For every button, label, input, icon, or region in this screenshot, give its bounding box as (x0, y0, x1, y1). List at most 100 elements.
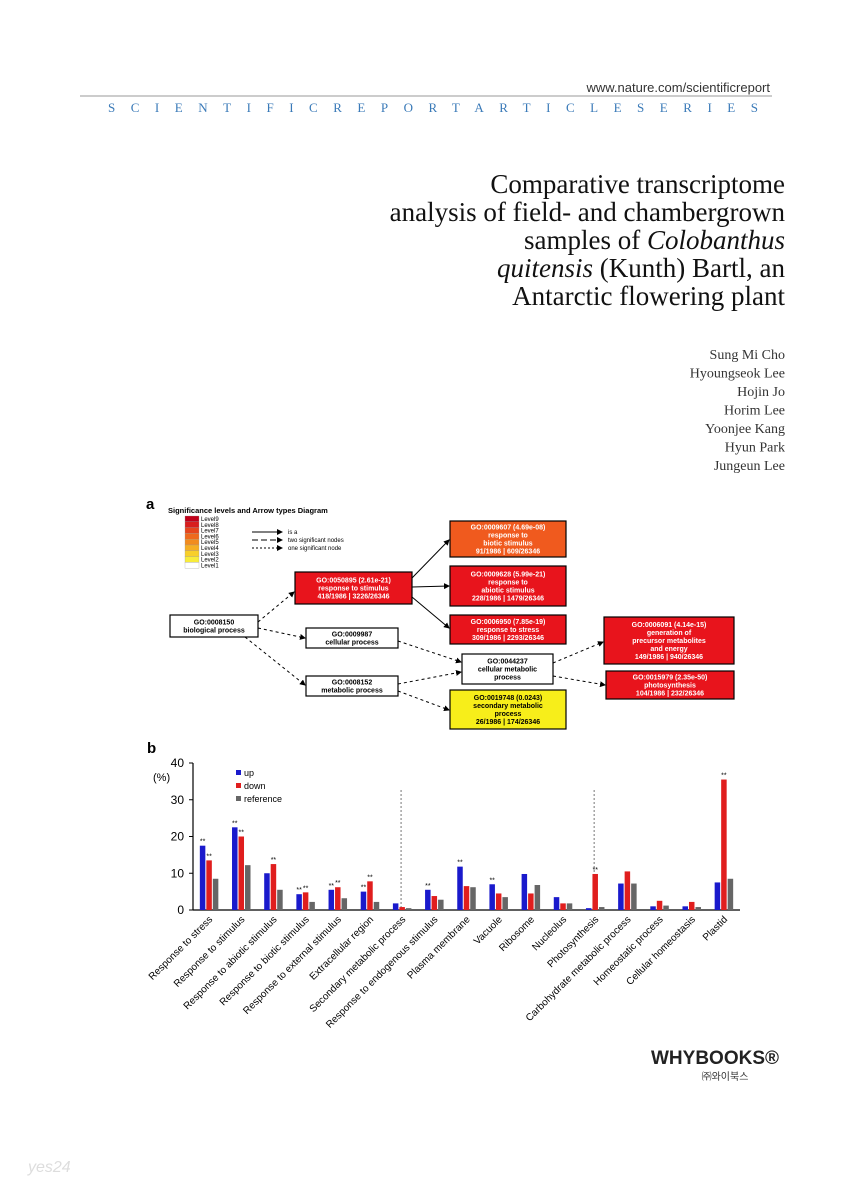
significance-mark: ** (232, 820, 238, 827)
author: Yoonjee Kang (705, 422, 785, 437)
bar (199, 845, 206, 910)
significance-mark: ** (489, 877, 495, 884)
bar (438, 899, 444, 910)
node: GO:0050895 (2.61e-21)response to stimulu… (294, 571, 413, 605)
significance-mark: ** (271, 857, 277, 864)
legend-title: Significance levels and Arrow types Diag… (168, 506, 328, 515)
node-text: process (495, 711, 522, 718)
level-label: Level2 (201, 558, 219, 564)
bar (727, 878, 734, 910)
level-label: Level8 (201, 523, 219, 529)
legend-label: reference (244, 794, 282, 804)
node-text: 418/1986 | 3226/26346 (317, 594, 389, 601)
bar (682, 906, 688, 910)
bar (463, 886, 470, 910)
significance-mark: ** (329, 883, 335, 890)
author: Hyoungseok Lee (690, 367, 785, 382)
bar (528, 893, 534, 910)
y-label: (%) (153, 772, 170, 784)
level-swatch (184, 539, 200, 546)
level-label: Level1 (201, 563, 219, 569)
bar (335, 887, 341, 910)
bar (245, 865, 251, 910)
title-line: Antarctic flowering plant (512, 281, 785, 311)
bar (695, 907, 701, 910)
level-label: Level6 (201, 534, 219, 540)
watermark: yes24 (27, 1159, 71, 1176)
significance-mark: ** (457, 860, 463, 867)
bar (238, 836, 245, 910)
node-box (603, 616, 735, 665)
publisher: WHYBOOKS® (651, 1048, 779, 1069)
node-text: 104/1986 | 232/26346 (636, 691, 704, 698)
node: GO:0009628 (5.99e-21)response toabiotic … (449, 565, 567, 607)
significance-mark: ** (592, 867, 598, 874)
bar (431, 896, 438, 910)
title-line: samples of Colobanthus (524, 225, 785, 255)
node-text: GO:0008150 (194, 620, 235, 627)
node-box (449, 689, 567, 730)
bar (534, 885, 541, 910)
node: GO:0006950 (7.85e-19)response to stress3… (449, 614, 567, 645)
node-text: process (494, 675, 521, 682)
node-box (294, 571, 413, 605)
bar (618, 883, 624, 910)
significance-mark: ** (361, 885, 367, 892)
node-text: biological process (183, 628, 245, 635)
node: GO:0006091 (4.14e-15)generation ofprecur… (603, 616, 735, 665)
significance-mark: ** (425, 883, 431, 890)
level-swatch (184, 533, 200, 540)
node-text: GO:0009628 (5.99e-21) (471, 572, 546, 579)
bar (585, 908, 592, 910)
node-box (605, 670, 735, 700)
level-label: Level7 (201, 529, 219, 535)
node-text: generation of (647, 630, 692, 637)
arrow-label: two significant nodes (288, 538, 344, 544)
x-tick-label: Plasma membrane (406, 914, 473, 981)
bar (521, 873, 528, 910)
edges (244, 539, 606, 712)
node-text: cellular metabolic (478, 667, 537, 674)
node-text: and energy (650, 646, 687, 653)
bar (663, 905, 669, 910)
figure-label: b (147, 740, 156, 757)
bar (714, 882, 721, 910)
significance-mark: ** (367, 874, 373, 881)
node-box (305, 627, 399, 649)
node-text: GO:0019748 (0.0243) (474, 695, 543, 702)
legend-label: up (244, 768, 254, 778)
figure-label: a (146, 496, 155, 513)
bar (631, 883, 637, 910)
node-box (449, 520, 567, 558)
node-text: precursor metabolites (632, 638, 706, 645)
level-swatch (184, 515, 200, 522)
bar (341, 898, 348, 910)
arrow-label: is a (288, 530, 298, 536)
bar (373, 901, 380, 910)
y-tick-label: 10 (171, 866, 185, 880)
bar (650, 906, 656, 910)
bar (405, 908, 412, 910)
node: GO:0019748 (0.0243)secondary metabolicpr… (449, 689, 567, 730)
significance-mark: ** (721, 773, 727, 780)
level-swatch (184, 550, 200, 557)
node-text: GO:0044237 (487, 659, 528, 666)
bar (270, 864, 277, 910)
x-tick-label: Ribosome (497, 914, 537, 954)
level-swatch (184, 556, 200, 563)
arrow-legend (252, 529, 283, 551)
bar (367, 881, 373, 910)
level-label: Level9 (201, 517, 219, 523)
title-line: analysis of field- and chambergrown (390, 197, 786, 227)
author: Hyun Park (725, 441, 785, 456)
node-text: abiotic stimulus (481, 588, 534, 595)
node-text: GO:0008152 (332, 680, 373, 687)
authors: Sung Mi Cho Hyoungseok Lee Hojin Jo Horim L… (690, 348, 785, 474)
bar (502, 897, 508, 910)
